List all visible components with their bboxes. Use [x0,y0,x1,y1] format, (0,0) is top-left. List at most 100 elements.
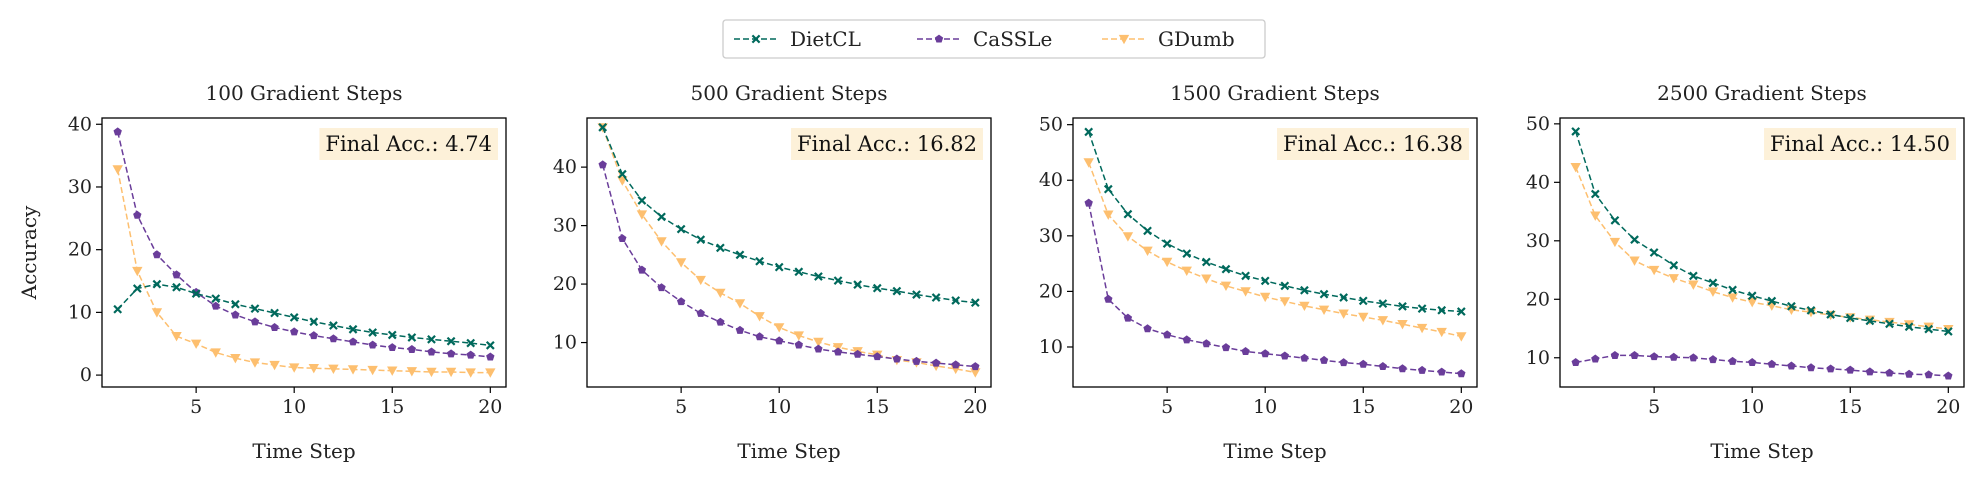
data-point [1708,278,1718,288]
data-point [1943,327,1953,336]
data-point [1103,184,1113,194]
data-point [715,243,725,253]
data-point [171,332,182,342]
data-point [230,299,240,309]
data-point [288,363,300,373]
data-point [388,343,397,352]
y-tick-label: 40 [1526,171,1550,193]
data-point [1748,358,1757,366]
data-point [1339,358,1348,367]
data-point [348,337,358,346]
panel-4: 2500 Gradient Steps 5 10 15 20 10 20 30 40 50 Time… [1526,81,1965,463]
series-gdumb [1570,162,1954,335]
data-point [951,296,961,305]
series-line [601,164,976,368]
series-line [601,127,976,374]
data-point [1280,351,1289,360]
data-point [716,317,725,326]
panel-title: 500 Gradient Steps [691,81,888,105]
data-point [368,340,377,349]
x-tick-label: 10 [767,396,791,418]
y-tick-label: 40 [553,156,577,178]
x-tick-label: 10 [282,396,306,418]
data-point [1456,332,1467,342]
data-point [1904,322,1914,332]
data-point [1182,249,1192,258]
data-point [152,250,162,259]
data-point [367,365,378,376]
data-point [872,283,882,293]
x-tick-label: 15 [1351,396,1375,418]
data-point [1707,287,1719,297]
data-point [269,360,280,371]
data-point [1865,316,1875,326]
x-tick-label: 20 [963,396,987,418]
data-point [465,368,476,378]
y-tick-label: 20 [1039,280,1063,302]
x-tick-label: 20 [1936,396,1960,418]
data-point [211,294,221,303]
data-point [1826,310,1836,319]
data-point [1161,257,1173,268]
data-point [387,366,398,376]
data-point [1689,353,1698,362]
data-point [1648,265,1660,276]
legend-marker [1118,34,1130,45]
data-point [1436,327,1447,338]
data-point [466,350,475,359]
data-point [1806,306,1816,315]
data-point [426,367,437,378]
data-point [446,349,456,358]
data-point [1338,309,1349,319]
data-point [270,323,279,331]
y-tick-label: 30 [1039,225,1063,247]
data-point [1669,352,1678,361]
data-point [657,283,666,292]
data-point [637,196,647,205]
data-point [1590,189,1600,199]
data-point [794,267,804,277]
data-point [1240,287,1251,297]
data-point [1609,237,1621,248]
data-point [210,348,221,358]
y-tick-label: 0 [80,364,92,386]
data-point [1767,359,1776,368]
data-point [695,275,706,286]
data-point [1727,293,1738,303]
data-point [1571,127,1581,136]
data-point [1924,370,1933,379]
annotation-box [1764,128,1956,160]
data-point [1904,369,1914,378]
data-point [1846,365,1855,374]
series-cassle [598,160,980,371]
data-point [1417,304,1427,314]
data-point [190,339,202,349]
data-point [1104,294,1113,303]
data-point [1300,353,1309,362]
x-tick-label: 15 [865,396,889,418]
series-dietcl [1571,127,1953,336]
data-point [406,367,418,377]
data-point [1398,364,1407,373]
data-point [407,344,417,353]
data-point [636,210,648,220]
series-cassle [113,127,495,361]
data-point [1629,256,1640,266]
data-point [1279,297,1291,307]
series-cassle [1084,198,1466,378]
legend-entry-gdumb: GDumb [1102,27,1235,51]
data-point [1221,264,1231,274]
data-point [1378,299,1388,309]
x-tick-label: 10 [1740,396,1764,418]
data-point [754,312,765,322]
data-point [1123,209,1133,219]
data-point [1767,296,1777,306]
data-point [172,270,181,279]
data-point [1181,266,1192,277]
data-point [1143,324,1152,333]
x-tick-label: 5 [675,396,687,418]
data-point [1610,215,1620,225]
data-point [1885,319,1894,329]
series-line [1087,162,1462,338]
series-cassle [1571,351,1953,380]
